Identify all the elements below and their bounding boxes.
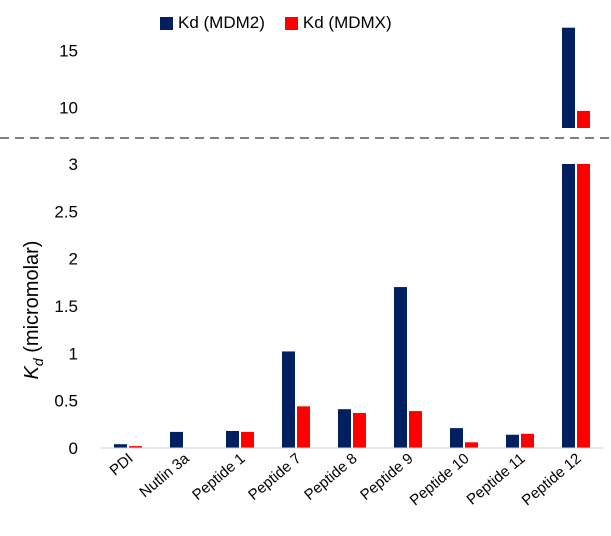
- bar-mdm2-lower-part: [562, 164, 575, 448]
- bar-mdmx: [465, 442, 478, 448]
- bar-mdm2-upper-part: [562, 27, 575, 128]
- bar-mdmx-upper-part: [577, 110, 590, 128]
- bars: [114, 27, 590, 448]
- category-label: Peptide 7: [245, 450, 304, 504]
- y-tick-label: 1.5: [54, 297, 78, 316]
- y-axis-label-sub: d: [30, 357, 46, 366]
- y-axis-label-unit: (micromolar): [21, 241, 43, 359]
- y-tick-label: 0.5: [54, 392, 78, 411]
- legend-label-mdmx: Kd (MDMX): [302, 13, 392, 32]
- legend-item-mdmx: Kd (MDMX): [284, 13, 392, 33]
- y-axis-label: Kd (micromolar): [21, 241, 46, 380]
- bar-mdmx: [297, 406, 310, 448]
- bar-mdm2: [338, 409, 351, 448]
- category-label: Peptide 1: [189, 450, 248, 504]
- bar-mdm2: [506, 434, 519, 448]
- category-label: Peptide 12: [519, 450, 585, 509]
- bar-mdmx: [353, 412, 366, 448]
- bar-mdmx: [409, 411, 422, 448]
- y-tick-label: 1: [69, 344, 78, 363]
- legend-swatch-mdmx: [284, 16, 298, 30]
- y-tick-label: 10: [59, 98, 78, 117]
- bar-mdm2: [450, 428, 463, 448]
- bar-mdm2: [394, 287, 407, 448]
- y-tick-label: 2: [69, 250, 78, 269]
- legend: Kd (MDM2) Kd (MDMX): [160, 12, 392, 34]
- legend-swatch-mdm2: [160, 16, 173, 30]
- y-tick-label: 15: [59, 41, 78, 60]
- category-label: Peptide 11: [464, 450, 529, 508]
- lower-axis-ticks: 0 0.5 1 1.5 2 2.5 3: [54, 155, 78, 458]
- bar-mdmx: [241, 431, 254, 448]
- y-tick-label: 2.5: [54, 202, 78, 221]
- bar-mdmx-lower-part: [577, 164, 590, 448]
- category-label: Peptide 10: [407, 450, 473, 509]
- bar-mdmx: [129, 446, 142, 448]
- upper-axis-ticks: 10 15: [59, 41, 78, 117]
- y-tick-label: 0: [69, 439, 78, 458]
- bar-mdmx: [521, 433, 534, 448]
- category-label: Peptide 8: [301, 450, 360, 504]
- y-tick-label: 3: [69, 155, 78, 174]
- y-axis-label-main: K: [21, 364, 43, 379]
- bar-mdm2: [170, 431, 183, 448]
- bar-mdm2: [282, 351, 295, 448]
- bar-mdm2: [226, 430, 239, 448]
- legend-item-mdm2: Kd (MDM2): [160, 13, 265, 33]
- legend-label-mdm2: Kd (MDM2): [178, 13, 265, 32]
- category-label: Nutlin 3a: [136, 450, 193, 501]
- bar-mdm2: [114, 444, 127, 448]
- category-label: PDI: [106, 450, 136, 479]
